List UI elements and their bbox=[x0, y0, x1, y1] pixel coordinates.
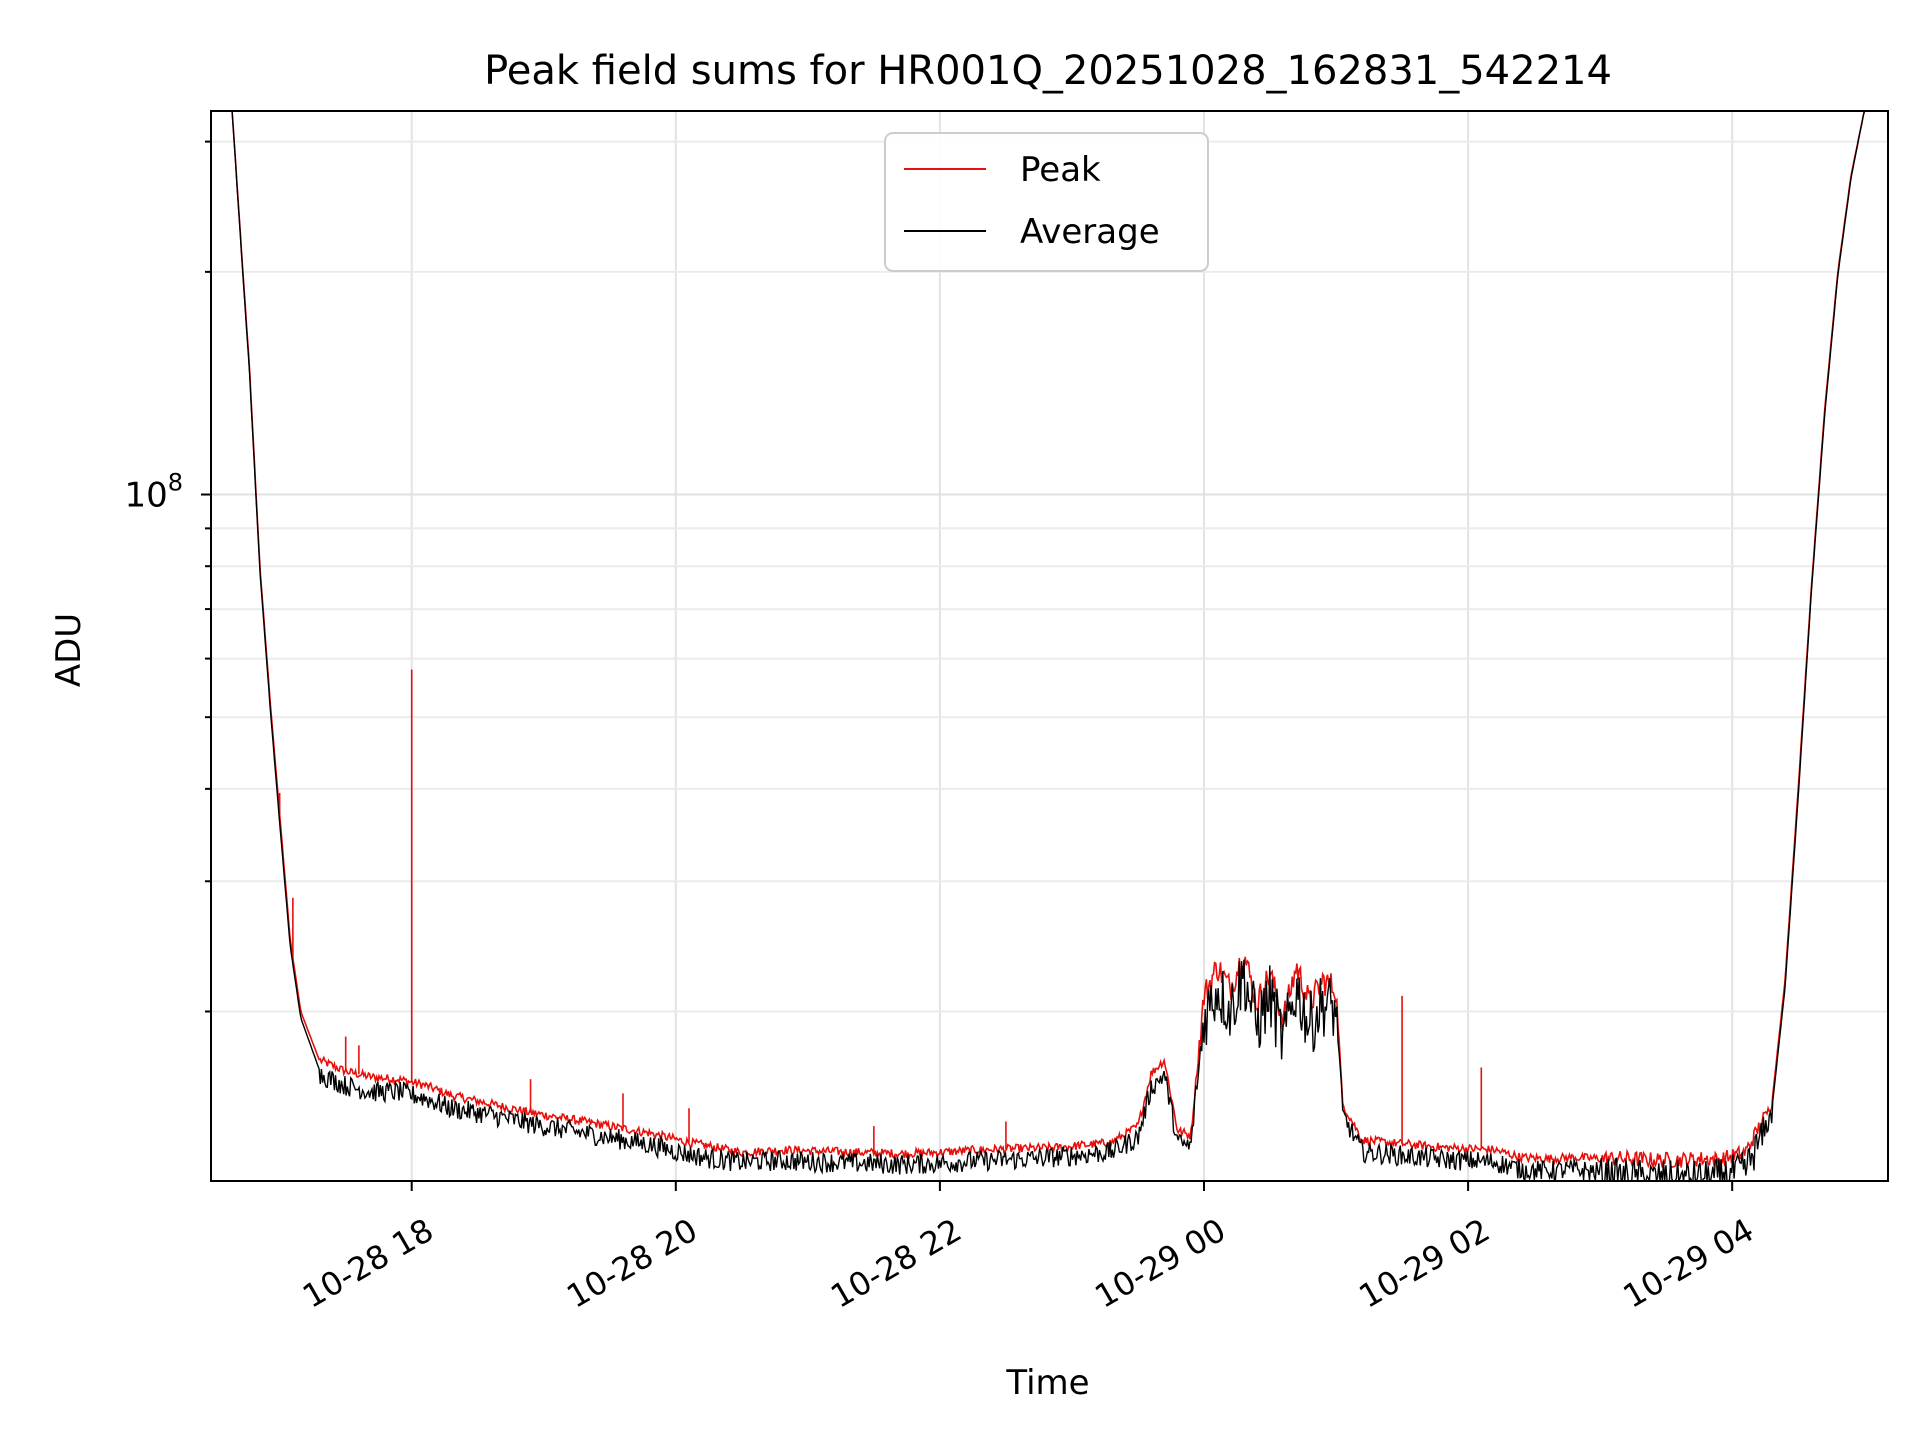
peak-line bbox=[231, 110, 1878, 1170]
legend: Peak Average bbox=[884, 132, 1209, 272]
legend-average-label: Average bbox=[1020, 212, 1160, 252]
x-tick-label: 10-28 20 bbox=[560, 1211, 704, 1316]
x-axis-label: Time bbox=[1005, 1363, 1089, 1403]
y-axis-label: ADU bbox=[49, 613, 89, 687]
x-tick-label: 10-28 22 bbox=[824, 1211, 968, 1316]
legend-peak-label: Peak bbox=[1020, 150, 1101, 190]
y-tick-exponent: 8 bbox=[168, 469, 183, 497]
y-tick-label: 108 bbox=[124, 469, 183, 516]
chart-title: Peak field sums for HR001Q_20251028_1628… bbox=[484, 48, 1612, 94]
legend-box bbox=[884, 132, 1209, 272]
peak-series bbox=[231, 110, 1878, 1170]
x-tick-label: 10-29 04 bbox=[1617, 1211, 1761, 1316]
x-tick-label: 10-29 02 bbox=[1352, 1211, 1496, 1316]
plot-frame bbox=[210, 110, 1889, 1182]
x-tick-label: 10-28 18 bbox=[296, 1211, 440, 1316]
y-tick-base: 10 bbox=[124, 476, 167, 516]
x-axis-ticks: 10-28 18 10-28 20 10-28 22 10-29 00 10-29 02… bbox=[296, 1181, 1760, 1316]
x-tick-label: 10-29 00 bbox=[1088, 1211, 1232, 1316]
y-axis-ticks: 108 bbox=[124, 140, 211, 1013]
